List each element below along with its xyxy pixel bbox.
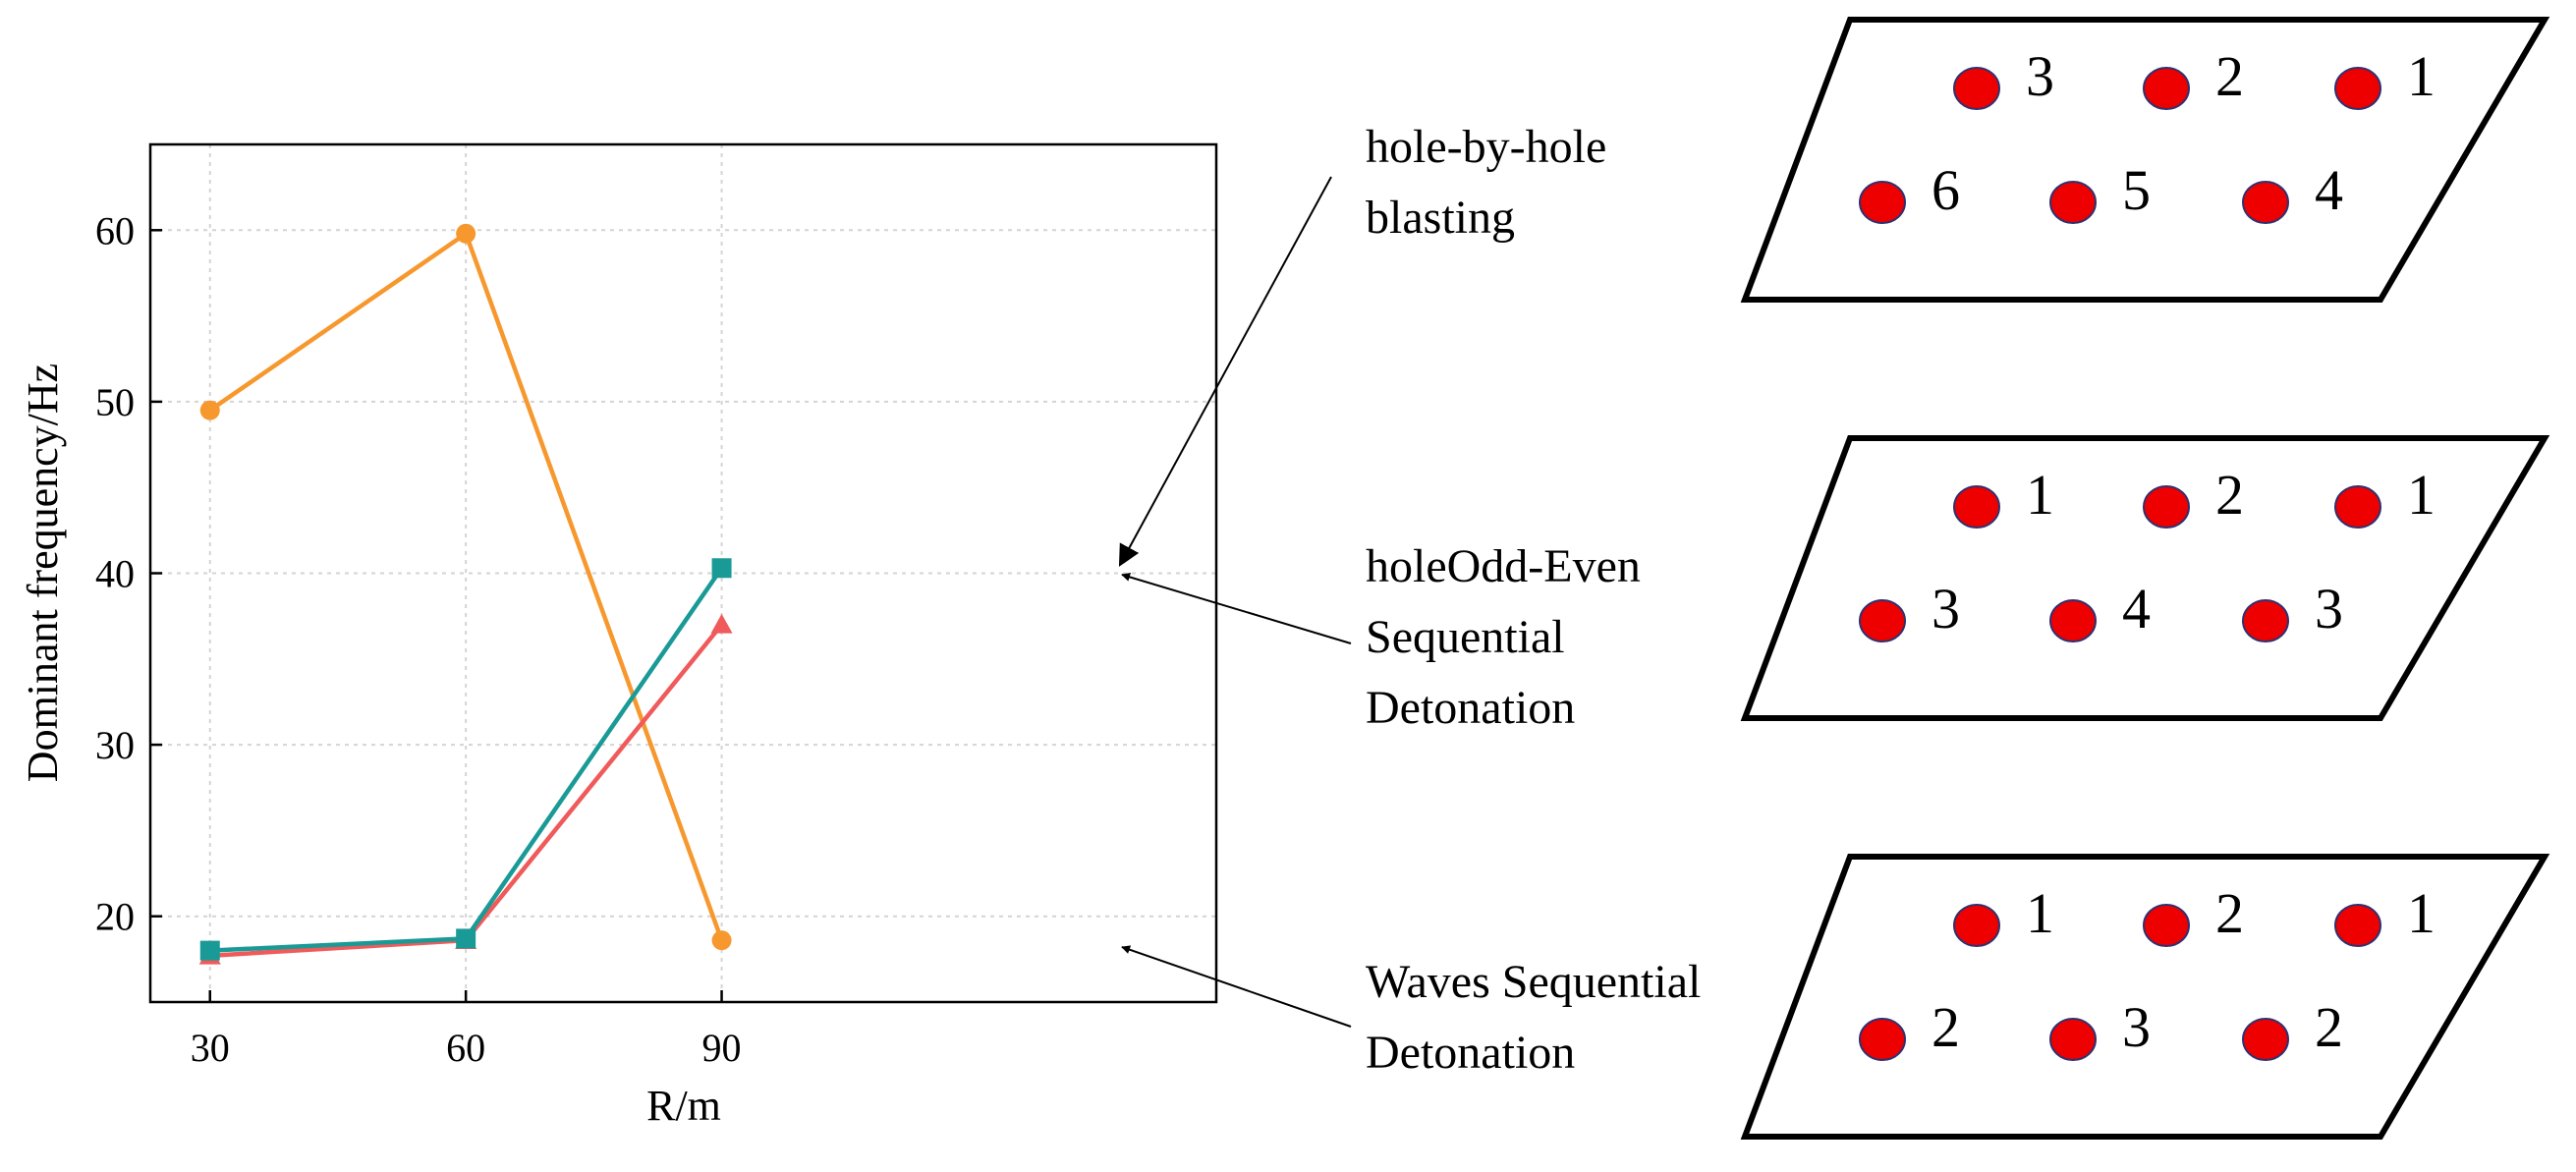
data-point <box>711 558 732 579</box>
delay-number: 2 <box>2215 881 2244 945</box>
delay-number: 2 <box>2215 463 2244 527</box>
annotation-text: Sequential <box>1366 611 1565 663</box>
blast-hole <box>2334 904 2381 947</box>
delay-number: 5 <box>2122 158 2151 222</box>
blast-hole <box>1859 181 1906 224</box>
y-tick-label: 40 <box>95 552 135 596</box>
blast-hole <box>1953 67 2000 110</box>
y-tick-label: 50 <box>95 380 135 424</box>
data-point <box>711 930 732 951</box>
annotation-arrow <box>1118 176 1332 567</box>
delay-number: 1 <box>2407 44 2436 108</box>
delay-number: 2 <box>2215 44 2244 108</box>
x-axis-title: R/m <box>646 1082 721 1130</box>
annotation-hole-by-hole: hole-by-hole blasting <box>1118 121 1606 567</box>
blast-hole <box>2049 1018 2097 1061</box>
annotation-text: Detonation <box>1366 1027 1575 1079</box>
blast-hole <box>1953 485 2000 529</box>
delay-number: 1 <box>2026 881 2054 945</box>
annotation-arrow <box>1121 573 1352 644</box>
annotations: hole-by-hole blasting holeOdd-Even Sequenti… <box>1118 121 1701 1079</box>
annotation-text: holeOdd-Even <box>1366 540 1641 592</box>
delay-number: 1 <box>2026 463 2054 527</box>
blast-hole <box>2242 599 2289 642</box>
delay-number: 3 <box>2122 995 2151 1059</box>
y-axis-ticks: 20 30 40 50 60 <box>95 208 162 939</box>
data-point <box>710 613 733 634</box>
y-axis-title: Dominant frequency/Hz <box>19 363 67 782</box>
data-point <box>456 223 476 244</box>
delay-number: 4 <box>2122 577 2151 641</box>
y-tick-label: 60 <box>95 208 135 252</box>
series-layer <box>198 223 733 965</box>
annotation-waves: Waves Sequential Detonation <box>1121 945 1701 1079</box>
diagram-odd-even: 1 2 13 4 3 <box>1740 435 2550 721</box>
annotation-odd-even: holeOdd-Even Sequential Detonation <box>1121 540 1641 734</box>
blast-hole <box>2143 67 2190 110</box>
x-axis-ticks: 30 60 90 <box>191 990 742 1070</box>
delay-number: 1 <box>2407 881 2436 945</box>
hole-layout-diagrams: 3 2 16 5 41 2 13 4 31 2 12 3 2 <box>1740 17 2550 1140</box>
annotation-arrow <box>1121 945 1352 1028</box>
delay-number: 2 <box>1932 995 1960 1059</box>
blast-hole <box>2143 904 2190 947</box>
delay-number: 2 <box>2315 995 2343 1059</box>
series-square-line <box>199 558 732 961</box>
delay-number: 3 <box>2315 577 2343 641</box>
data-point <box>199 400 220 420</box>
grid-lines <box>150 144 1216 1002</box>
blast-hole <box>1953 904 2000 947</box>
blast-hole <box>2334 67 2381 110</box>
blast-hole <box>2242 1018 2289 1061</box>
blast-hole <box>2242 181 2289 224</box>
series-circle-line <box>199 223 732 951</box>
blast-hole <box>1859 1018 1906 1061</box>
delay-number: 4 <box>2315 158 2343 222</box>
data-point <box>199 940 220 961</box>
annotation-text: blasting <box>1366 192 1515 244</box>
delay-number: 3 <box>2026 44 2054 108</box>
blast-hole <box>2143 485 2190 529</box>
y-tick-label: 30 <box>95 723 135 767</box>
blast-hole <box>2334 485 2381 529</box>
annotation-text: hole-by-hole <box>1366 121 1606 173</box>
diagram-hole-by-hole: 3 2 1 6 5 4 <box>1740 17 2550 303</box>
x-tick-label: 60 <box>446 1026 485 1070</box>
delay-number: 6 <box>1932 158 1960 222</box>
data-point <box>456 928 476 949</box>
blast-hole <box>1859 599 1906 642</box>
delay-number: 1 <box>2407 463 2436 527</box>
dominant-frequency-chart: 30 60 90 20 30 40 50 60 R/m Dominant frequency… <box>19 142 1218 1130</box>
x-tick-label: 90 <box>702 1026 742 1070</box>
x-tick-label: 30 <box>191 1026 230 1070</box>
blast-hole <box>2049 599 2097 642</box>
y-tick-label: 20 <box>95 895 135 939</box>
blast-hole <box>2049 181 2097 224</box>
delay-number: 3 <box>1932 577 1960 641</box>
annotation-text: Waves Sequential <box>1366 956 1701 1008</box>
diagram-waves: 1 2 12 3 2 <box>1740 854 2550 1140</box>
annotation-text: Detonation <box>1366 682 1575 734</box>
